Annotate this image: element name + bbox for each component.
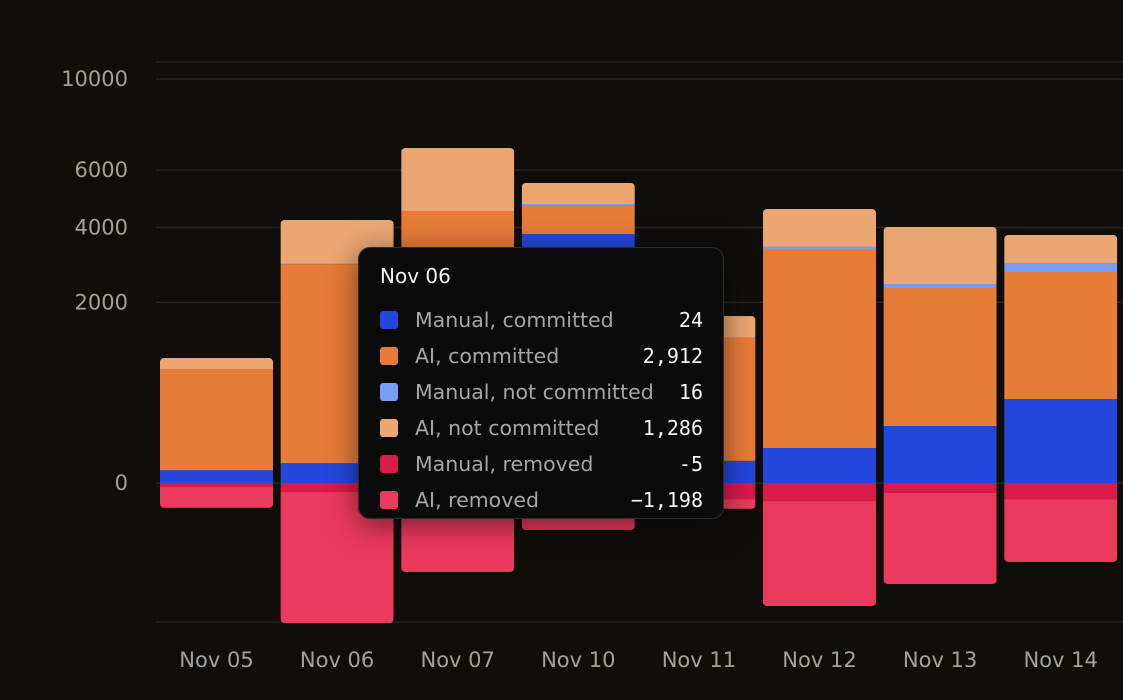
tooltip-row: AI, removed −1,198 bbox=[380, 482, 703, 518]
x-tick-label: Nov 13 bbox=[903, 648, 977, 672]
tooltip-value: −1,198 bbox=[630, 488, 703, 512]
y-tick-label: 2000 bbox=[75, 290, 128, 314]
bar-segment-ai-committed bbox=[763, 248, 876, 449]
bar-segment-manual-committed bbox=[1004, 399, 1118, 483]
x-tick-label: Nov 12 bbox=[782, 648, 856, 672]
bar-segment-ai-removed bbox=[160, 487, 273, 508]
legend-swatch bbox=[380, 455, 398, 473]
bar-segment-manual-not-committed bbox=[521, 204, 635, 206]
y-axis-ticks: 0 2000 4000 6000 10000 bbox=[61, 67, 128, 495]
bar-group-nov-13[interactable] bbox=[883, 227, 997, 584]
bar-segment-manual-not-committed bbox=[763, 246, 876, 249]
legend-swatch bbox=[380, 419, 398, 437]
y-tick-label: 10000 bbox=[61, 67, 128, 91]
tooltip-row: AI, committed 2,912 bbox=[380, 338, 703, 374]
tooltip-value: 1,286 bbox=[642, 416, 703, 440]
x-axis-ticks: Nov 05 Nov 06 Nov 07 Nov 10 Nov 11 Nov 12 Nov … bbox=[179, 648, 1098, 672]
bar-group-nov-14[interactable] bbox=[1004, 235, 1118, 562]
tooltip: Nov 06 Manual, committed 24 AI, committed 2… bbox=[358, 247, 724, 519]
bar-segment-ai-committed bbox=[160, 369, 273, 471]
tooltip-value: 2,912 bbox=[642, 344, 703, 368]
tooltip-row: AI, not committed 1,286 bbox=[380, 410, 703, 446]
bar-segment-manual-not-committed bbox=[1004, 262, 1118, 272]
tooltip-label: AI, removed bbox=[415, 488, 539, 512]
tooltip-row: Manual, not committed 16 bbox=[380, 374, 703, 410]
bar-segment-manual-removed bbox=[883, 483, 997, 493]
legend-swatch bbox=[380, 347, 398, 365]
bar-segment-manual-removed bbox=[160, 483, 273, 488]
tooltip-row: Manual, committed 24 bbox=[380, 302, 703, 338]
tooltip-value: 24 bbox=[678, 308, 703, 332]
legend-swatch bbox=[380, 311, 398, 329]
tooltip-value: -5 bbox=[678, 452, 703, 476]
x-tick-label: Nov 06 bbox=[300, 648, 374, 672]
bar-segment-manual-removed bbox=[1004, 483, 1118, 500]
bar-segment-manual-committed bbox=[160, 470, 273, 483]
bar-group-nov-12[interactable] bbox=[763, 208, 876, 607]
tooltip-label: Manual, removed bbox=[415, 452, 594, 476]
bar-segment-manual-removed bbox=[763, 483, 876, 502]
tooltip-row: Manual, removed -5 bbox=[380, 446, 703, 482]
tooltip-value: 16 bbox=[678, 380, 703, 404]
y-tick-label: 0 bbox=[115, 471, 128, 495]
tooltip-label: Manual, not committed bbox=[415, 380, 654, 404]
bar-segment-manual-committed bbox=[763, 448, 876, 483]
bar-segment-ai-not-committed bbox=[1004, 235, 1118, 263]
bar-segment-ai-not-committed bbox=[883, 227, 997, 285]
bar-segment-ai-committed bbox=[883, 287, 997, 427]
tooltip-title: Nov 06 bbox=[380, 264, 451, 288]
bar-segment-ai-removed bbox=[1004, 499, 1118, 562]
bar-segment-ai-removed bbox=[883, 492, 997, 584]
bar-segment-ai-removed bbox=[763, 501, 876, 607]
y-tick-label: 4000 bbox=[75, 215, 128, 239]
x-tick-label: Nov 14 bbox=[1024, 648, 1098, 672]
bar-segment-manual-not-committed bbox=[280, 263, 394, 265]
x-tick-label: Nov 07 bbox=[421, 648, 495, 672]
x-tick-label: Nov 11 bbox=[662, 648, 736, 672]
legend-swatch bbox=[380, 383, 398, 401]
bar-segment-manual-not-committed bbox=[883, 284, 997, 288]
bar-segment-ai-committed bbox=[521, 205, 635, 235]
bar-group-nov-05[interactable] bbox=[160, 358, 273, 508]
x-tick-label: Nov 10 bbox=[541, 648, 615, 672]
y-tick-label: 6000 bbox=[75, 158, 128, 182]
x-tick-label: Nov 05 bbox=[179, 648, 253, 672]
bar-segment-ai-not-committed bbox=[401, 148, 515, 211]
bar-segment-ai-not-committed bbox=[160, 358, 273, 370]
bar-segment-ai-committed bbox=[1004, 271, 1118, 400]
bar-segment-manual-committed bbox=[883, 426, 997, 483]
bar-segment-ai-not-committed bbox=[521, 182, 635, 205]
bar-segment-ai-not-committed bbox=[763, 208, 876, 247]
tooltip-label: Manual, committed bbox=[415, 308, 614, 332]
bar-segment-manual-removed bbox=[280, 483, 394, 493]
tooltip-label: AI, committed bbox=[415, 344, 560, 368]
legend-swatch bbox=[380, 491, 398, 509]
tooltip-label: AI, not committed bbox=[415, 416, 600, 440]
